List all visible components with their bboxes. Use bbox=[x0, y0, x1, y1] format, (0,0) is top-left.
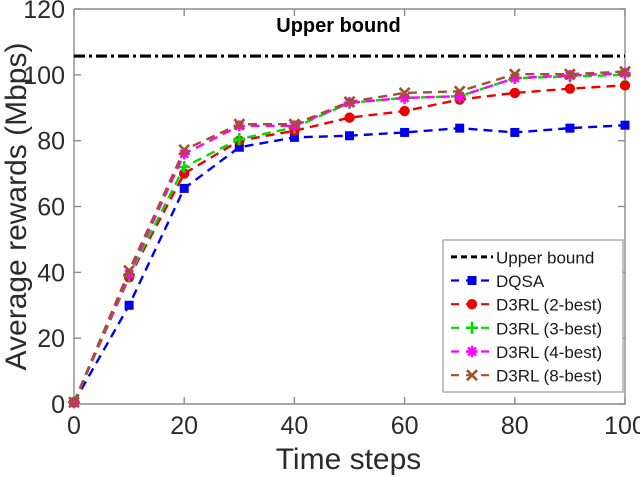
data-series-group bbox=[68, 54, 631, 409]
annotations-group: Upper bound bbox=[276, 15, 400, 37]
x-tick-label: 100 bbox=[604, 412, 640, 440]
y-tick-label: 80 bbox=[37, 128, 65, 156]
series-line bbox=[72, 71, 626, 403]
data-point-marker bbox=[233, 133, 246, 146]
chart-legend: Upper bound DQSA D3RL (2-best) D3RL (3-best… bbox=[442, 239, 624, 393]
x-tick-label: 80 bbox=[501, 412, 529, 440]
legend-item-d3rl-3-best[interactable]: D3RL (3-best) bbox=[451, 319, 602, 338]
data-point-marker bbox=[509, 87, 520, 99]
data-point-marker bbox=[508, 68, 521, 81]
data-point-marker bbox=[289, 132, 299, 142]
data-point-marker bbox=[509, 72, 521, 84]
upper-bound-annotation: Upper bound bbox=[276, 15, 400, 37]
x-tick-label: 20 bbox=[170, 412, 198, 440]
x-tick-label: 60 bbox=[391, 412, 419, 440]
data-point-marker bbox=[563, 68, 576, 81]
data-point-marker bbox=[453, 85, 466, 98]
data-point-marker bbox=[68, 396, 80, 409]
data-point-marker bbox=[619, 65, 631, 78]
data-point-marker bbox=[619, 80, 631, 91]
y-tick-label: 40 bbox=[37, 259, 65, 287]
legend-label: Upper bound bbox=[496, 248, 594, 267]
data-point-marker bbox=[288, 118, 301, 131]
data-point-marker bbox=[233, 118, 246, 131]
legend-item-dqsa[interactable]: DQSA bbox=[451, 272, 545, 291]
data-point-marker bbox=[123, 264, 136, 277]
legend-label: D3RL (8-best) bbox=[496, 367, 602, 386]
legend-label: D3RL (3-best) bbox=[496, 319, 602, 338]
x-tick-label: 0 bbox=[67, 412, 81, 440]
data-point-marker bbox=[399, 105, 410, 117]
data-point-marker bbox=[345, 131, 354, 141]
data-point-marker bbox=[343, 95, 356, 108]
data-point-marker bbox=[398, 87, 411, 99]
data-point-marker bbox=[510, 127, 520, 137]
x-axis-title: Time steps bbox=[276, 443, 422, 476]
data-point-marker bbox=[399, 92, 411, 104]
data-point-marker bbox=[454, 90, 466, 102]
y-tick-label: 120 bbox=[23, 0, 65, 24]
data-point-marker bbox=[344, 112, 355, 123]
legend-label: D3RL (2-best) bbox=[496, 296, 602, 315]
data-point-marker bbox=[466, 346, 478, 357]
data-point-marker bbox=[178, 143, 191, 156]
data-point-marker bbox=[564, 83, 576, 94]
data-point-marker bbox=[466, 369, 478, 382]
series-line bbox=[72, 84, 626, 403]
data-point-marker bbox=[178, 161, 191, 173]
data-point-marker bbox=[620, 120, 630, 130]
data-point-marker bbox=[178, 148, 190, 160]
axes: 0 20 40 60 80 100 0 20 40 60 80 100 120 bbox=[23, 0, 640, 440]
y-axis-title: Average rewards (Mbps) bbox=[0, 43, 33, 371]
data-point-marker bbox=[123, 268, 135, 280]
data-point-marker bbox=[565, 123, 575, 133]
data-point-marker bbox=[467, 276, 477, 285]
legend-item-d3rl-2-best[interactable]: D3RL (2-best) bbox=[451, 296, 602, 315]
y-tick-label: 60 bbox=[37, 194, 65, 222]
data-point-marker bbox=[234, 142, 244, 152]
data-point-marker bbox=[466, 321, 478, 334]
legend-label: DQSA bbox=[496, 272, 545, 291]
y-tick-label: 100 bbox=[23, 62, 65, 90]
data-point-marker bbox=[124, 300, 134, 310]
series-d3rl-8-best bbox=[68, 65, 631, 409]
data-point-marker bbox=[400, 127, 410, 137]
legend-background bbox=[442, 239, 624, 393]
axis-titles: Time steps Average rewards (Mbps) bbox=[0, 43, 421, 476]
legend-label: D3RL (4-best) bbox=[496, 343, 602, 362]
data-point-marker bbox=[466, 298, 478, 310]
x-tick-label: 40 bbox=[280, 412, 308, 440]
data-point-marker bbox=[179, 183, 189, 193]
legend-item-upper-bound[interactable]: Upper bound bbox=[451, 248, 594, 267]
data-point-marker bbox=[455, 123, 465, 133]
legend-item-d3rl-4-best[interactable]: D3RL (4-best) bbox=[451, 343, 602, 362]
y-tick-label: 20 bbox=[37, 325, 65, 353]
legend-item-d3rl-8-best[interactable]: D3RL (8-best) bbox=[451, 367, 602, 386]
y-tick-label: 0 bbox=[51, 391, 65, 419]
